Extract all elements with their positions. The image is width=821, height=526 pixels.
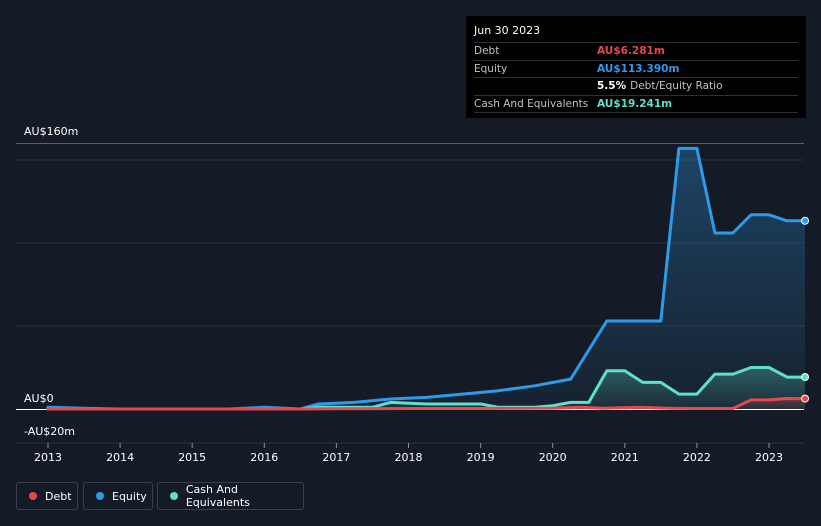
x-tick-label-2022: 2022 bbox=[683, 451, 711, 464]
equity-dot-icon bbox=[96, 492, 104, 500]
legend-item-equity[interactable]: Equity bbox=[83, 482, 153, 510]
x-tick-label-2023: 2023 bbox=[755, 451, 783, 464]
equity-endpoint-marker bbox=[801, 216, 810, 225]
x-tick-label-2016: 2016 bbox=[250, 451, 278, 464]
tooltip-equity-value: AU$113.390m bbox=[597, 62, 680, 75]
x-tick-label-2021: 2021 bbox=[611, 451, 639, 464]
tooltip-row-debt: Debt AU$6.281m bbox=[474, 42, 798, 60]
tooltip-date: Jun 30 2023 bbox=[474, 24, 541, 37]
legend-cash-label: Cash And Equivalents bbox=[185, 483, 250, 509]
tooltip-row-equity: Equity AU$113.390m bbox=[474, 59, 798, 78]
tooltip-debt-value: AU$6.281m bbox=[597, 45, 665, 58]
cash-endpoint-marker bbox=[801, 373, 810, 382]
tooltip-row-cash: Cash And Equivalents AU$19.241m bbox=[474, 94, 798, 113]
tooltip-cash-label: Cash And Equivalents bbox=[474, 97, 589, 110]
tooltip-row-ratio: 5.5% Debt/Equity Ratio bbox=[474, 77, 798, 95]
tooltip-equity-label: Equity bbox=[474, 62, 508, 75]
x-tick-label-2018: 2018 bbox=[395, 451, 423, 464]
cash-dot-icon bbox=[170, 492, 178, 500]
tooltip-ratio-value: 5.5% bbox=[597, 80, 627, 93]
tooltip-ratio-label: Debt/Equity Ratio bbox=[630, 80, 723, 93]
legend-debt-label: Debt bbox=[45, 489, 72, 503]
tooltip-panel: Jun 30 2023 Debt AU$6.281m Equity AU$113… bbox=[466, 16, 806, 118]
x-tick-label-2017: 2017 bbox=[322, 451, 350, 464]
y-tick-label-top: AU$160m bbox=[24, 125, 79, 138]
debt-endpoint-marker bbox=[801, 394, 810, 403]
x-tick-label-2013: 2013 bbox=[34, 451, 62, 464]
debt-line bbox=[46, 397, 807, 411]
debt-dot-icon bbox=[29, 492, 37, 500]
equity-area bbox=[48, 148, 805, 409]
y-tick-label-zero: AU$0 bbox=[24, 392, 54, 405]
x-tick-label-2019: 2019 bbox=[467, 451, 495, 464]
cash-area bbox=[48, 367, 805, 409]
x-tick-label-2020: 2020 bbox=[539, 451, 567, 464]
legend-equity-label: Equity bbox=[112, 489, 147, 503]
cash-line bbox=[46, 366, 807, 411]
legend-item-cash[interactable]: Cash And Equivalents bbox=[157, 482, 304, 510]
x-tick-label-2015: 2015 bbox=[178, 451, 206, 464]
legend-item-debt[interactable]: Debt bbox=[16, 482, 78, 510]
tooltip-cash-value: AU$19.241m bbox=[597, 97, 673, 110]
x-tick-label-2014: 2014 bbox=[106, 451, 134, 464]
tooltip-debt-label: Debt bbox=[474, 45, 500, 58]
y-tick-label-bottom: -AU$20m bbox=[24, 425, 76, 438]
